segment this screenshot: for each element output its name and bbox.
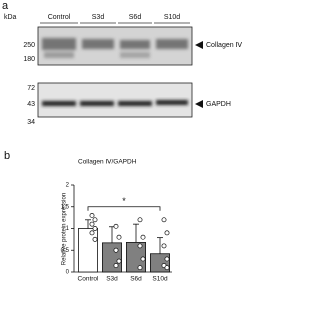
data-point <box>113 263 119 268</box>
bar <box>78 228 99 273</box>
lane-labels: Control S3d S6d S10d <box>40 14 190 24</box>
panel-label: b <box>4 150 10 162</box>
lane-label: S6d <box>129 14 142 21</box>
data-point <box>92 236 98 242</box>
data-point <box>140 234 146 240</box>
data-point <box>92 217 98 223</box>
bar <box>102 242 123 273</box>
x-tick-label: Control <box>78 276 100 283</box>
data-point <box>89 212 95 218</box>
panel-label: a <box>2 0 9 12</box>
target-label: GAPDH <box>206 101 231 108</box>
target-label: Collagen Ⅳ <box>206 42 243 49</box>
data-point <box>164 265 170 271</box>
data-point <box>137 243 143 249</box>
x-tick-label: S6d <box>130 276 142 283</box>
significance-label: * <box>122 196 126 206</box>
data-point <box>89 221 95 227</box>
y-tick-label: 0 <box>66 270 70 276</box>
x-tick-label: S3d <box>106 276 118 283</box>
x-tick-label: S10d <box>152 276 168 283</box>
figure: a kDa Control S3d S6d S10d 250 180 Colla… <box>2 0 243 283</box>
data-point <box>116 258 122 264</box>
data-point <box>164 256 170 262</box>
lane-label: S10d <box>164 14 180 21</box>
data-point <box>92 226 98 231</box>
y-tick-label: 0.5 <box>61 248 70 254</box>
data-point <box>140 256 146 262</box>
data-point <box>89 230 95 236</box>
data-point <box>113 247 119 253</box>
unit: kDa <box>4 14 17 21</box>
data-point <box>161 243 167 249</box>
chart-title: Collagen Ⅳ/GAPDH <box>78 159 137 166</box>
marker: 43 <box>27 101 35 108</box>
marker: 180 <box>23 56 35 63</box>
marker: 34 <box>27 119 35 126</box>
data-point <box>164 230 170 236</box>
y-tick-label: 1.5 <box>61 204 70 210</box>
y-tick-label: 1 <box>66 226 70 232</box>
y-axis-label: Relative protein expression <box>62 193 68 265</box>
significance-bracket <box>87 206 161 211</box>
marker: 72 <box>27 85 35 92</box>
lane-label: Control <box>48 14 71 21</box>
data-point <box>161 217 167 223</box>
data-point <box>137 265 143 271</box>
blot-1: 250 180 Collagen Ⅳ <box>23 26 243 66</box>
y-tick-label: 2 <box>66 183 70 189</box>
lane-label: S3d <box>92 14 105 21</box>
data-point <box>116 234 122 240</box>
data-point <box>113 223 119 229</box>
blot-2: 72 43 34 GAPDH <box>27 82 231 126</box>
marker: 250 <box>23 42 35 49</box>
bar <box>126 242 147 273</box>
data-point <box>137 217 143 223</box>
